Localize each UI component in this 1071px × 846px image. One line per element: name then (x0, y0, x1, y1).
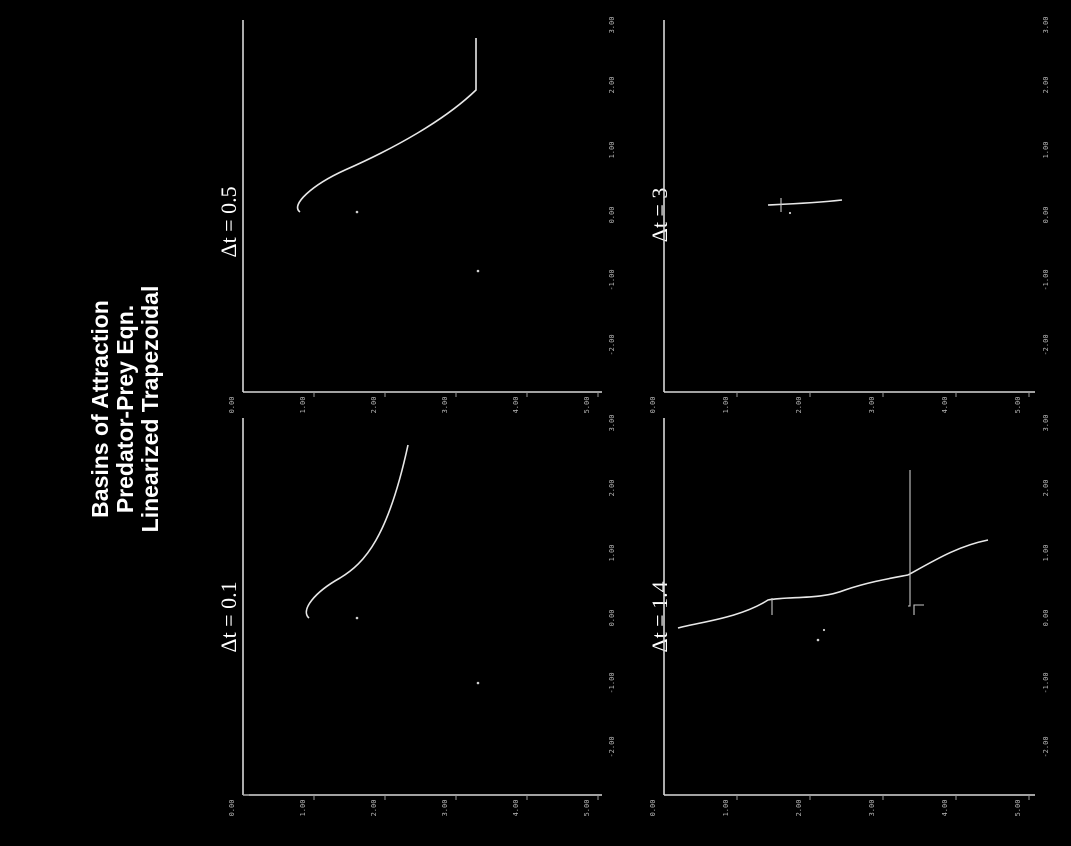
horizontal-tick-labels: -2.00 -1.00 0.00 1.00 2.00 3.00 -2.00 -1… (608, 17, 1050, 758)
tick-h-top-5: 3.00 (608, 415, 616, 432)
tick-v-1-dt-0-5: 1.00 (299, 397, 307, 414)
tick-v-2-dt-1-4: 2.00 (795, 800, 803, 817)
ticks-dt-0-5 (313, 392, 599, 397)
tick-h-top-r4: 2.00 (608, 77, 616, 94)
panel-label-dt-0-1: Δt = 0.1 (216, 581, 241, 652)
tick-h-top-2: 0.00 (608, 610, 616, 627)
panel-dt-0-1: 0.00 1.00 2.00 3.00 4.00 5.00 (228, 418, 602, 816)
basin-notch-dt-1-4 (913, 604, 924, 615)
tick-v-4-dt-0-5: 4.00 (512, 397, 520, 414)
tick-v-4-dt-3: 4.00 (941, 397, 949, 414)
tick-v-0-dt-1-4: 0.00 (649, 800, 657, 817)
basin-boundary-dt-1-4 (908, 470, 911, 607)
title-line-2: Predator-Prey Eqn. (112, 305, 138, 513)
tick-v-3-dt-3: 3.00 (868, 397, 876, 414)
ticks-dt-1-4 (736, 795, 1030, 800)
tick-h-top-4: 2.00 (608, 480, 616, 497)
basin-dot-dt-0-5-a (355, 210, 359, 214)
tick-v-0-dt-0-1: 0.00 (228, 800, 236, 817)
tick-v-2-dt-0-1: 2.00 (370, 800, 378, 817)
tick-h-bot-3: 1.00 (1042, 545, 1050, 562)
tick-h-bot-r4: 2.00 (1042, 77, 1050, 94)
tick-v-1-dt-3: 1.00 (722, 397, 730, 414)
tick-h-bot-4: 2.00 (1042, 480, 1050, 497)
tick-v-3-dt-0-1: 3.00 (441, 800, 449, 817)
tick-v-5-dt-0-1: 5.00 (583, 800, 591, 817)
tick-h-top-3: 1.00 (608, 545, 616, 562)
tick-v-3-dt-1-4: 3.00 (868, 800, 876, 817)
tick-h-top-r3: 1.00 (608, 142, 616, 159)
basin-dot-dt-1-4-b (822, 628, 826, 632)
panel-label-dt-1-4: Δt = 1.4 (647, 581, 672, 652)
tick-h-bot-2: 0.00 (1042, 610, 1050, 627)
basin-dot-dt-0-1-a (355, 616, 359, 620)
basin-curve-dt-0-1 (305, 444, 409, 619)
tick-h-bot-r3: 1.00 (1042, 142, 1050, 159)
tick-v-4-dt-1-4: 4.00 (941, 800, 949, 817)
tick-v-5-dt-0-5: 5.00 (583, 397, 591, 414)
panel-label-dt-3: Δt = 3 (647, 188, 672, 243)
tick-v-1-dt-0-1: 1.00 (299, 800, 307, 817)
ticks-dt-0-1 (243, 794, 599, 800)
tick-v-5-dt-1-4: 5.00 (1014, 800, 1022, 817)
tick-h-bot-r1: -1.00 (1042, 269, 1050, 290)
tick-v-3-dt-0-5: 3.00 (441, 397, 449, 414)
tick-v-1-dt-1-4: 1.00 (722, 800, 730, 817)
tick-v-2-dt-0-5: 2.00 (370, 397, 378, 414)
tick-h-top-r5: 3.00 (608, 17, 616, 34)
basin-dot-dt-3-a (788, 211, 792, 215)
panel-dt-0-5: 0.00 1.00 2.00 3.00 4.00 5.00 (228, 20, 602, 413)
tick-v-5-dt-3: 5.00 (1014, 397, 1022, 414)
tick-v-2-dt-3: 2.00 (795, 397, 803, 414)
panel-dt-3: 0.00 1.00 2.00 3.00 4.00 5.00 (649, 20, 1035, 413)
tick-v-4-dt-0-1: 4.00 (512, 800, 520, 817)
tick-h-bot-r0: -2.00 (1042, 334, 1050, 355)
title-line-3: Linearized Trapezoidal (137, 286, 163, 533)
tick-v-0-dt-0-5: 0.00 (228, 397, 236, 414)
tick-h-bot-0: -2.00 (1042, 736, 1050, 757)
basin-curve-dt-0-5 (297, 38, 477, 213)
basin-curve-dt-1-4-lower (907, 539, 989, 576)
basin-curve-dt-3 (767, 199, 843, 206)
tick-h-top-r1: -1.00 (608, 269, 616, 290)
panel-dt-1-4: 0.00 1.00 2.00 3.00 4.00 5.00 (649, 418, 1035, 816)
tick-h-top-1: -1.00 (608, 672, 616, 693)
tick-h-top-0: -2.00 (608, 736, 616, 757)
tick-h-top-r2: 0.00 (608, 207, 616, 224)
title-line-1: Basins of Attraction (87, 300, 113, 518)
basin-curve-dt-1-4-upper (677, 574, 909, 629)
ticks-dt-3 (736, 392, 1030, 397)
basin-dot-dt-1-4-a (816, 638, 820, 642)
tick-v-0-dt-3: 0.00 (649, 397, 657, 414)
tick-h-top-r0: -2.00 (608, 334, 616, 355)
basin-dot-dt-0-1-b (476, 681, 480, 685)
tick-h-bot-r2: 0.00 (1042, 207, 1050, 224)
panel-label-dt-0-5: Δt = 0.5 (216, 186, 241, 257)
tick-h-bot-r5: 3.00 (1042, 17, 1050, 34)
basin-dot-dt-0-5-b (476, 269, 480, 273)
tick-h-bot-5: 3.00 (1042, 415, 1050, 432)
tick-h-bot-1: -1.00 (1042, 672, 1050, 693)
